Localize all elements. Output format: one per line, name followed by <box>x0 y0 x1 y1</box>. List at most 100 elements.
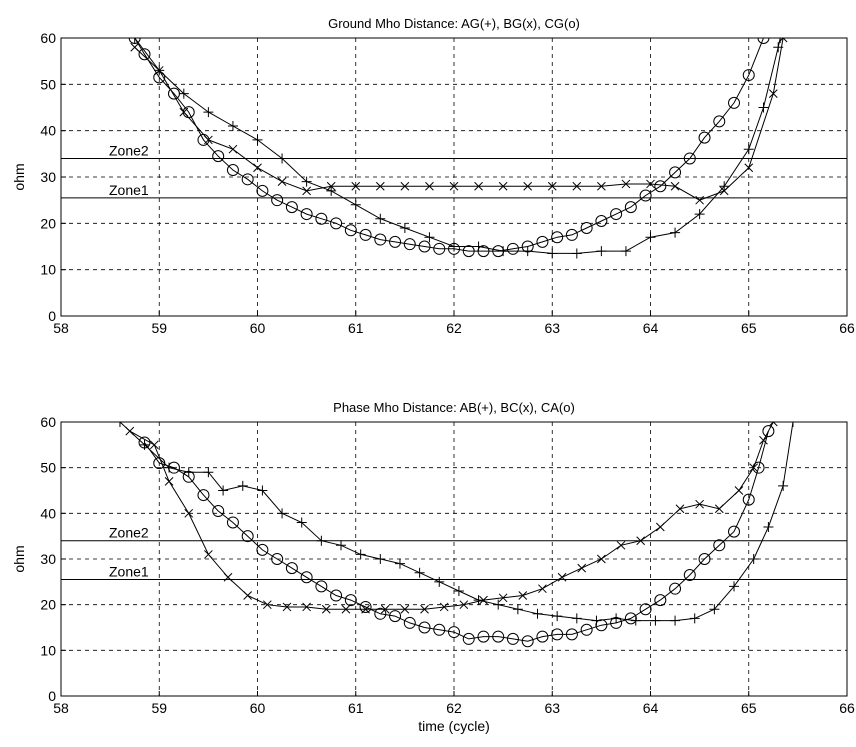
point-AB <box>552 611 563 622</box>
point-CA <box>713 539 726 552</box>
y-tick-label: 40 <box>40 123 56 139</box>
point-BC <box>149 440 159 450</box>
point-CG <box>713 115 726 128</box>
point-CG <box>128 38 141 44</box>
point-CA <box>610 616 623 629</box>
y-tick-label: 60 <box>40 414 56 430</box>
point-CG <box>565 228 578 241</box>
point-BC <box>597 554 606 564</box>
point-AG <box>399 222 410 233</box>
point-BC <box>262 600 272 610</box>
point-CG <box>683 152 696 165</box>
point-BC <box>400 604 410 614</box>
y-tick-label: 50 <box>40 76 56 92</box>
point-BG <box>425 181 434 191</box>
point-AG <box>694 209 705 220</box>
point-AG <box>719 181 730 192</box>
point-AG <box>424 232 435 243</box>
point-AG <box>203 107 214 118</box>
series-line-CG <box>134 38 764 252</box>
point-CG <box>595 215 608 228</box>
point-CG <box>285 201 298 214</box>
series-BG <box>130 38 788 205</box>
point-BG <box>646 179 655 189</box>
point-CA <box>698 553 711 565</box>
point-CA <box>742 493 755 506</box>
point-BC <box>749 463 759 473</box>
point-CG <box>344 224 357 237</box>
point-AG <box>620 246 631 257</box>
y-tick-label: 60 <box>40 30 56 46</box>
y-tick-label: 30 <box>40 169 56 185</box>
point-BC <box>734 486 744 495</box>
y-tick-label: 30 <box>40 551 56 567</box>
series-line-BG <box>134 38 784 201</box>
x-tick-label: 58 <box>53 700 69 716</box>
point-AB <box>778 480 789 491</box>
point-BG <box>744 163 754 173</box>
point-CG <box>521 240 534 253</box>
point-CA <box>197 489 210 502</box>
point-AB <box>512 604 523 615</box>
point-CA <box>448 626 460 639</box>
point-CG <box>551 231 564 244</box>
point-CG <box>580 221 593 234</box>
x-tick-label: 60 <box>250 320 266 336</box>
y-tick-label: 20 <box>40 215 56 231</box>
plot-frame <box>60 37 848 317</box>
point-CA <box>521 635 534 648</box>
point-CA <box>762 425 775 438</box>
point-AG <box>670 227 681 238</box>
point-BG <box>695 195 704 205</box>
point-BG <box>400 181 410 191</box>
point-CA <box>153 457 166 470</box>
point-BG <box>621 179 631 189</box>
point-BC <box>655 522 665 532</box>
point-CA <box>506 632 519 645</box>
series-line-AB <box>119 422 794 622</box>
point-CG <box>433 242 446 255</box>
point-CG <box>506 242 519 255</box>
point-CG <box>742 69 755 82</box>
x-tick-label: 64 <box>643 320 659 336</box>
point-AB <box>650 615 661 626</box>
point-BG <box>375 181 385 191</box>
y-tick-label: 0 <box>48 308 56 324</box>
point-BG <box>778 38 788 43</box>
point-CA <box>492 630 505 643</box>
point-BG <box>253 163 262 173</box>
point-BC <box>184 508 194 518</box>
point-CG <box>462 245 475 258</box>
point-BC <box>125 426 135 436</box>
point-AB <box>336 540 347 551</box>
plot-frame <box>60 421 848 697</box>
point-BC <box>302 602 311 612</box>
point-AG <box>350 199 361 210</box>
x-axis-label: time (cycle) <box>418 718 490 734</box>
point-AB <box>709 604 720 615</box>
point-BG <box>277 177 287 186</box>
point-BG <box>768 89 778 98</box>
point-BC <box>282 602 292 612</box>
point-BC <box>695 499 704 509</box>
point-CG <box>167 87 180 100</box>
point-CG <box>374 233 387 246</box>
point-BG <box>523 181 533 191</box>
point-CA <box>330 589 343 602</box>
point-CA <box>536 630 549 643</box>
point-CA <box>359 600 372 613</box>
point-CA <box>315 580 328 593</box>
point-CG <box>418 240 431 253</box>
point-BG <box>547 181 557 191</box>
point-BG <box>670 181 680 191</box>
point-AB <box>689 613 700 624</box>
point-AG <box>571 248 582 259</box>
point-AB <box>316 535 327 546</box>
point-CA <box>389 610 402 623</box>
x-tick-label: 60 <box>250 700 266 716</box>
point-BC <box>341 604 351 614</box>
point-CA <box>565 628 578 641</box>
point-AB <box>748 554 759 564</box>
point-AB <box>414 567 425 578</box>
point-BC <box>768 422 778 427</box>
